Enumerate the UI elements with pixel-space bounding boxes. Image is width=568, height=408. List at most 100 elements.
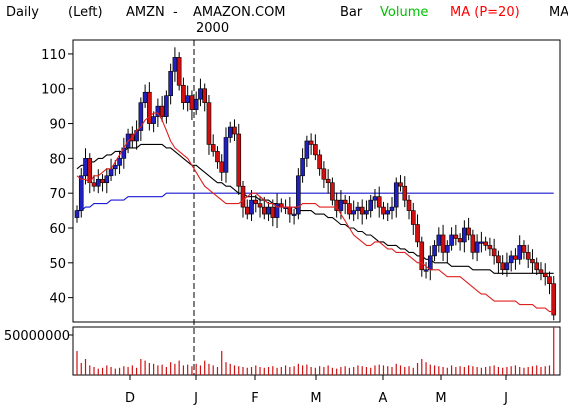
candle-body: [296, 175, 301, 215]
volume-panel-frame: [72, 326, 561, 376]
candle-body: [185, 95, 190, 103]
candle-body: [189, 95, 195, 110]
candle-body: [538, 269, 544, 274]
candle-body: [300, 158, 305, 177]
candle-body: [78, 175, 84, 211]
candle-body: [500, 262, 505, 271]
candle-body: [270, 206, 276, 218]
volume-legend-label: Volume: [380, 5, 428, 20]
price-tick-label: 90: [49, 118, 66, 133]
candle-body: [432, 245, 437, 257]
candle-body: [74, 210, 80, 218]
time-tick-label: A: [379, 391, 388, 406]
candle-body: [104, 175, 110, 184]
price-tick-label: 100: [41, 83, 66, 98]
candle-body: [406, 199, 412, 211]
candle-body: [181, 84, 186, 103]
candle-body: [287, 206, 293, 215]
candle-body: [359, 206, 365, 215]
candle-body: [232, 126, 237, 135]
price-tick-label: 70: [49, 187, 66, 202]
candle-body: [385, 210, 391, 215]
period-label: Daily: [6, 5, 39, 20]
candle-body: [113, 165, 118, 170]
volume-axis: 50000000: [4, 329, 73, 344]
candle-body: [347, 203, 352, 215]
ma50-line: [76, 143, 554, 274]
symbol-label: AMZN: [126, 5, 165, 20]
candle-body: [521, 245, 527, 253]
candle-body: [215, 151, 220, 163]
candle-body: [419, 241, 425, 271]
candle-body: [338, 199, 344, 211]
time-tick-label: M: [435, 391, 446, 406]
candle-body: [223, 137, 229, 173]
candle-body: [457, 238, 463, 243]
candle-body: [402, 185, 408, 201]
candle-body: [342, 199, 348, 204]
ma50-series: [76, 143, 554, 274]
candle-body: [449, 234, 454, 246]
price-tick-label: 50: [49, 257, 66, 272]
candle-body: [551, 283, 557, 316]
candle-body: [453, 234, 459, 239]
time-tick-label: M: [310, 391, 321, 406]
candle-body: [151, 116, 156, 124]
volume-tick-label: 50000000: [4, 329, 70, 344]
candle-body: [415, 224, 420, 243]
price-tick-label: 80: [49, 152, 66, 167]
candle-body: [168, 71, 173, 97]
candle-body: [330, 182, 335, 201]
candle-body: [504, 262, 510, 271]
candle-body: [83, 158, 88, 177]
time-tick-label: F: [251, 391, 258, 406]
candle-body: [479, 241, 484, 244]
candle-body: [236, 133, 242, 187]
candle-body: [542, 272, 548, 278]
candle-body: [513, 255, 518, 260]
candle-body: [487, 245, 493, 250]
candle-body: [142, 91, 148, 103]
candle-body: [249, 199, 254, 215]
price-axis: 110 100 90 80 70 60 50 40: [41, 48, 73, 307]
candle-body: [147, 91, 152, 124]
candle-body: [491, 248, 497, 257]
candle-body: [389, 206, 395, 211]
candle-body: [198, 88, 203, 100]
candle-body: [466, 227, 471, 236]
candle-body: [351, 210, 356, 215]
candle-body: [547, 276, 552, 285]
scale-side-label: (Left): [68, 5, 103, 20]
candle-body: [436, 234, 442, 246]
candle-body: [91, 182, 97, 187]
candle-body: [164, 95, 169, 117]
candle-body: [508, 255, 514, 264]
time-tick-label: J: [193, 391, 198, 406]
ma200-line: [77, 192, 554, 212]
year-label: 2000: [196, 21, 229, 36]
candle-body: [364, 210, 369, 215]
candle-body: [206, 102, 212, 145]
candle-body: [291, 213, 297, 216]
candle-body: [462, 227, 467, 243]
candle-body: [368, 199, 374, 211]
candle-body: [261, 206, 267, 215]
candle-body: [193, 98, 199, 110]
candle-body: [496, 255, 501, 264]
candle-body: [372, 196, 378, 201]
candle-series: [74, 47, 557, 321]
candle-body: [87, 158, 93, 184]
price-tick-label: 40: [49, 292, 66, 307]
candle-body: [257, 203, 263, 208]
ma20-line: [76, 112, 554, 313]
candle-body: [219, 161, 225, 173]
candle-body: [172, 57, 178, 72]
candle-body: [423, 269, 429, 272]
candle-body: [159, 105, 165, 117]
candle-body: [530, 259, 535, 264]
candle-body: [274, 203, 280, 218]
candle-body: [410, 210, 416, 225]
candle-body: [376, 196, 382, 208]
